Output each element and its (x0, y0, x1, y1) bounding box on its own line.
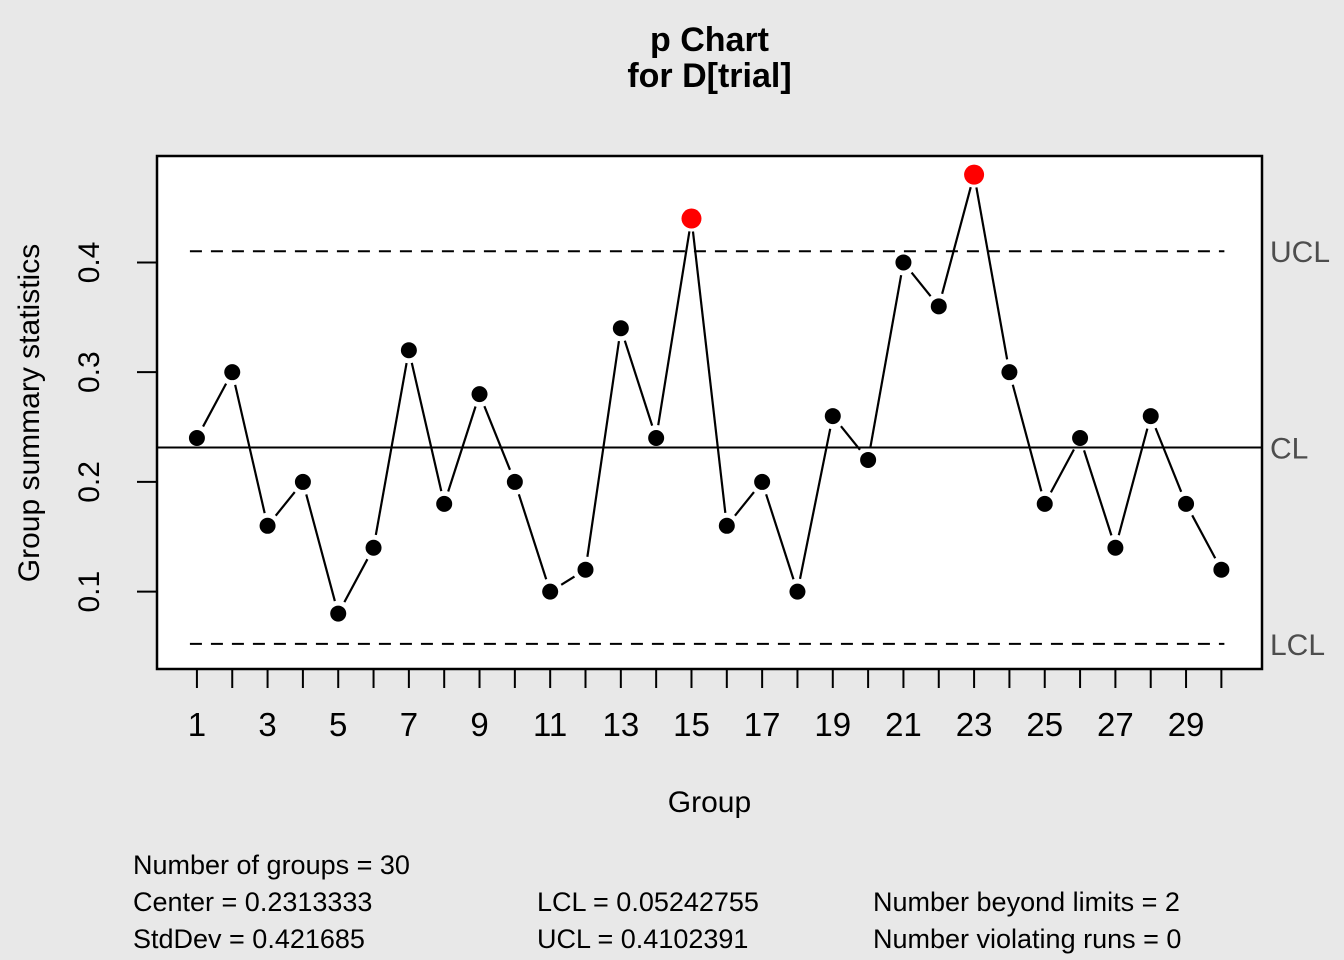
x-axis-tick-label: 1 (188, 706, 206, 743)
data-point (1001, 364, 1018, 381)
series-segment (623, 340, 654, 426)
x-axis-tick-label: 17 (744, 706, 781, 743)
data-point (400, 342, 417, 359)
series-segment (1191, 514, 1217, 559)
data-point (330, 605, 347, 622)
y-axis-tick-label: 0.1 (73, 571, 106, 613)
series-segment (869, 275, 903, 448)
series-segment (975, 187, 1009, 360)
x-axis-tick-label: 9 (470, 706, 488, 743)
y-axis-tick-label: 0.2 (73, 461, 106, 503)
data-point (860, 451, 877, 468)
data-point (1178, 495, 1195, 512)
data-point (542, 583, 559, 600)
x-axis-tick-label: 13 (602, 706, 639, 743)
x-axis-tick-label: 19 (814, 706, 851, 743)
data-point (895, 254, 912, 271)
data-point (612, 320, 629, 337)
data-point (648, 430, 665, 447)
data-point-beyond-limit (681, 208, 702, 229)
data-point (1036, 495, 1053, 512)
series-segment (734, 491, 755, 517)
series-segment (202, 383, 228, 428)
series-segment (910, 271, 932, 297)
series-segment (483, 405, 512, 471)
series-segment (305, 494, 336, 602)
x-axis-tick-label: 15 (673, 706, 710, 743)
cl-label: CL (1270, 433, 1308, 466)
ucl-label: UCL (1270, 236, 1330, 269)
x-axis-tick-label: 11 (533, 706, 567, 743)
series-segment (798, 428, 832, 580)
data-point (365, 539, 382, 556)
series-segment (517, 493, 548, 580)
series-segment (1049, 448, 1075, 493)
data-point (506, 473, 523, 490)
data-point (224, 364, 241, 381)
series-segment (941, 186, 972, 295)
data-point (436, 495, 453, 512)
chart-title-line2: for D[trial] (627, 57, 792, 95)
series-segment (274, 491, 296, 517)
series-segment (234, 384, 266, 514)
y-axis-tick-label: 0.3 (73, 351, 106, 393)
data-point (471, 386, 488, 403)
stat-number-of-groups: Number of groups = 30 (133, 850, 410, 880)
x-axis-tick-label: 7 (400, 706, 418, 743)
series-segment (586, 340, 621, 557)
x-axis-tick-label: 29 (1168, 706, 1205, 743)
data-point (1072, 430, 1089, 447)
x-axis-tick-label: 3 (258, 706, 276, 743)
x-axis-tick-label: 5 (329, 706, 347, 743)
chart-title-line1: p Chart (650, 21, 769, 59)
series-segment (1083, 450, 1113, 536)
plot-area (155, 154, 1264, 671)
data-point (754, 473, 771, 490)
data-point (824, 408, 841, 425)
series-segment (840, 425, 861, 451)
data-point (188, 430, 205, 447)
x-axis-tick-label: 27 (1097, 706, 1134, 743)
series-segment (691, 231, 727, 514)
series-segment (374, 362, 408, 536)
series-segment (1117, 428, 1149, 536)
stat-number-violating-runs: Number violating runs = 0 (873, 924, 1182, 954)
series-segment (410, 362, 443, 492)
stat-center: Center = 0.2313333 (133, 887, 373, 917)
series-segment (1011, 384, 1043, 492)
x-axis-tick-label: 23 (956, 706, 993, 743)
data-point (259, 517, 276, 534)
series-segment (560, 575, 576, 586)
series-segment (447, 406, 477, 492)
series-segment (1154, 427, 1183, 493)
stat-ucl: UCL = 0.4102391 (537, 924, 749, 954)
data-point (577, 561, 594, 578)
stat-stddev: StdDev = 0.421685 (133, 924, 365, 954)
data-point (1107, 539, 1124, 556)
y-axis-tick-label: 0.4 (73, 242, 106, 284)
data-point (930, 298, 947, 315)
data-point-beyond-limit (964, 164, 985, 185)
data-point (1213, 561, 1230, 578)
stat-lcl: LCL = 0.05242755 (537, 887, 759, 917)
data-point (789, 583, 806, 600)
lcl-label: LCL (1270, 629, 1325, 662)
data-point (718, 517, 735, 534)
data-point (1142, 408, 1159, 425)
x-axis-tick-label: 25 (1026, 706, 1063, 743)
series-segment (765, 493, 795, 580)
stat-number-beyond-limits: Number beyond limits = 2 (873, 887, 1180, 917)
x-axis-tick-label: 21 (885, 706, 922, 743)
series-segment (657, 231, 691, 426)
series-segment (343, 558, 369, 603)
data-point (294, 473, 311, 490)
x-axis-title: Group (667, 786, 752, 819)
